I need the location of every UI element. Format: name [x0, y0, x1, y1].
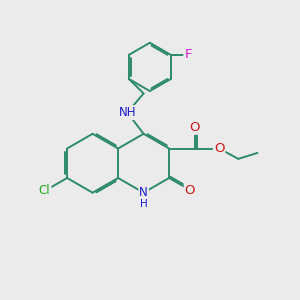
Text: N: N: [139, 186, 148, 199]
Text: O: O: [214, 142, 224, 155]
Text: NH: NH: [118, 106, 136, 119]
Text: O: O: [185, 184, 195, 196]
Text: H: H: [140, 199, 148, 209]
Text: F: F: [184, 48, 192, 61]
Text: O: O: [190, 121, 200, 134]
Text: Cl: Cl: [39, 184, 50, 197]
